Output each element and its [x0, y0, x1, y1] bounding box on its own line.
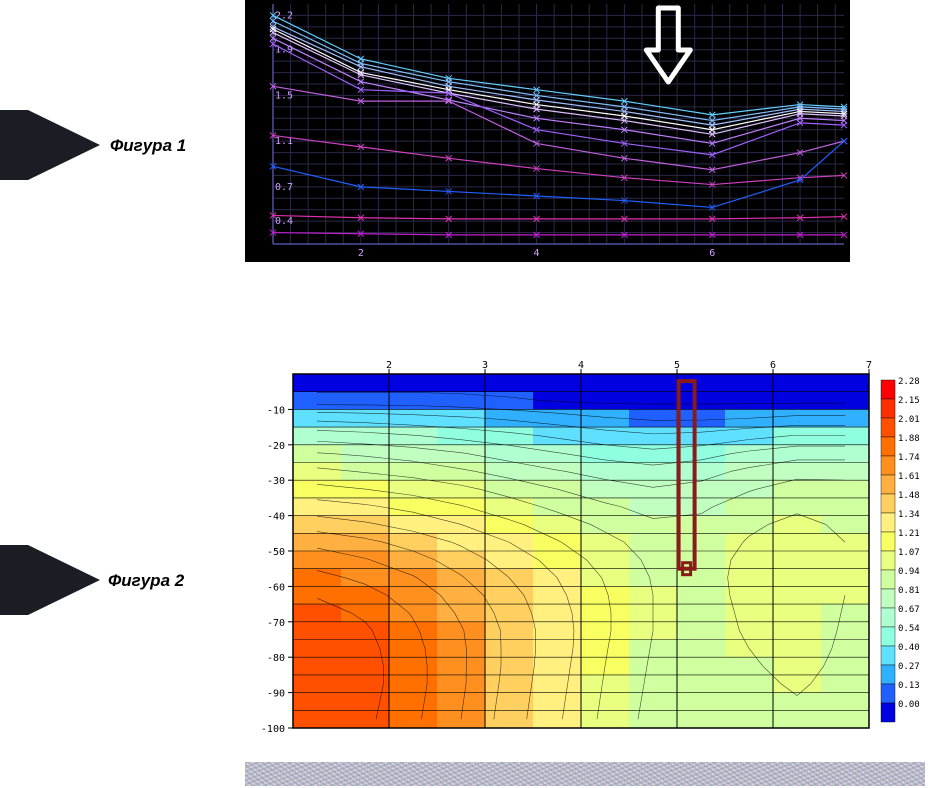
svg-text:0.54: 0.54	[898, 624, 920, 634]
svg-text:0.13: 0.13	[898, 681, 920, 691]
svg-text:0.7: 0.7	[275, 182, 293, 193]
svg-text:0.40: 0.40	[898, 643, 920, 653]
svg-text:4: 4	[534, 248, 540, 259]
svg-text:-70: -70	[267, 618, 285, 629]
svg-text:0.81: 0.81	[898, 586, 920, 596]
svg-text:2.15: 2.15	[898, 396, 920, 406]
figure1-label: Фигура 1	[110, 135, 186, 157]
svg-text:-80: -80	[267, 653, 285, 664]
svg-text:-40: -40	[267, 512, 285, 523]
svg-text:7: 7	[866, 360, 872, 371]
svg-text:-50: -50	[267, 547, 285, 558]
svg-text:0.00: 0.00	[898, 700, 920, 710]
svg-text:-30: -30	[267, 476, 285, 487]
figure2-label: Фигура 2	[108, 570, 184, 592]
svg-text:2.01: 2.01	[898, 415, 920, 425]
figure2-chart: 2 3 4 5 6 7 -10 -20 -30 -40 -50 -60 -70 -80 -90 -100 2.2…	[245, 356, 925, 736]
svg-text:2.2: 2.2	[275, 10, 293, 21]
svg-text:2: 2	[358, 248, 364, 259]
svg-text:1.07: 1.07	[898, 548, 920, 558]
svg-text:4: 4	[578, 360, 584, 371]
svg-text:6: 6	[770, 360, 776, 371]
pointer-shape-2	[0, 510, 100, 650]
svg-text:6: 6	[709, 248, 715, 259]
svg-text:1.34: 1.34	[898, 510, 920, 520]
svg-text:3: 3	[482, 360, 488, 371]
svg-text:-90: -90	[267, 689, 285, 700]
svg-text:-60: -60	[267, 582, 285, 593]
svg-text:2.28: 2.28	[898, 377, 920, 387]
svg-text:0.4: 0.4	[275, 216, 293, 227]
pointer-shape-1	[0, 75, 100, 215]
svg-text:2: 2	[386, 360, 392, 371]
svg-text:1.5: 1.5	[275, 90, 293, 101]
figure1-chart: 0.40.71.11.51.92.2246	[245, 0, 850, 262]
svg-text:0.67: 0.67	[898, 605, 920, 615]
svg-text:1.21: 1.21	[898, 529, 920, 539]
svg-text:5: 5	[674, 360, 680, 371]
svg-text:1.88: 1.88	[898, 434, 920, 444]
svg-text:1.61: 1.61	[898, 472, 920, 482]
svg-text:1.48: 1.48	[898, 491, 920, 501]
svg-text:-20: -20	[267, 441, 285, 452]
svg-text:1.74: 1.74	[898, 453, 920, 463]
svg-text:-10: -10	[267, 405, 285, 416]
svg-text:0.94: 0.94	[898, 567, 920, 577]
svg-text:0.27: 0.27	[898, 662, 920, 672]
svg-text:-100: -100	[261, 724, 285, 735]
noise-strip	[245, 762, 925, 786]
